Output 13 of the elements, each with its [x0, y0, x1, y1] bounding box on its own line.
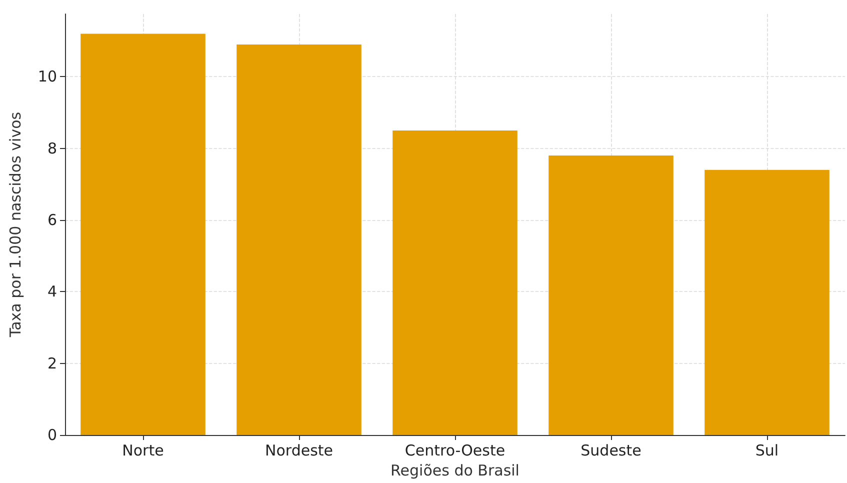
- y-tick-label: 10: [38, 68, 57, 86]
- y-tick-label: 4: [47, 282, 57, 301]
- x-axis-title: Regiões do Brasil: [390, 462, 520, 480]
- y-tick-label: 6: [47, 211, 57, 230]
- y-tick-label: 8: [47, 139, 57, 158]
- y-tick-label: 2: [47, 354, 57, 372]
- x-tick-label: Norte: [122, 442, 164, 460]
- y-axis-title: Taxa por 1.000 nascidos vivos: [6, 112, 24, 338]
- x-tick-label: Sudeste: [580, 442, 642, 460]
- x-tick-label: Nordeste: [265, 442, 333, 460]
- y-tick-label: 0: [47, 426, 57, 444]
- x-tick-label: Sul: [755, 442, 779, 460]
- x-tick-label: Centro-Oeste: [404, 442, 506, 460]
